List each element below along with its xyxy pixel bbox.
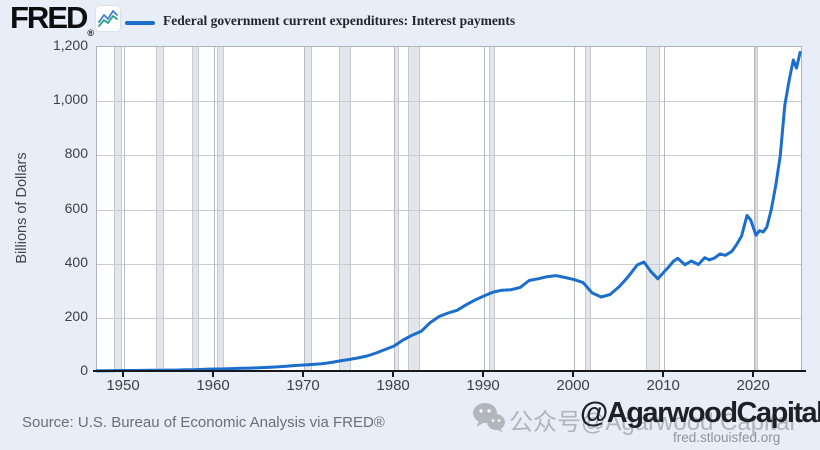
vertical-gridline (574, 47, 576, 372)
legend-series-label: Federal government current expenditures:… (163, 13, 516, 28)
x-tick-mark (212, 372, 214, 377)
data-line-layer (95, 50, 802, 373)
x-tick-mark (482, 372, 485, 377)
data-line (95, 50, 802, 373)
vertical-gridline (484, 47, 486, 372)
watermark-handle: @AgarwoodCapital (580, 397, 820, 429)
x-tick-mark (662, 372, 665, 377)
source-text: Source: U.S. Bureau of Economic Analysis… (22, 414, 385, 431)
watermark-site-url: fred.stlouisfed.org (673, 430, 781, 445)
x-tick-label: 1980 (376, 377, 410, 394)
fred-logo-registered: ® (87, 28, 95, 38)
vertical-gridline (214, 47, 215, 372)
x-tick-mark (122, 372, 124, 377)
horizontal-gridline (97, 155, 801, 157)
y-tick-label: 1,200 (52, 37, 88, 53)
x-tick-label: 2000 (556, 377, 590, 394)
y-tick-label: 400 (64, 253, 88, 270)
horizontal-gridline (97, 209, 801, 211)
horizontal-gridline (97, 101, 801, 103)
x-tick-mark (752, 372, 755, 377)
y-tick-label: 0 (80, 362, 88, 378)
vertical-gridline (394, 47, 396, 372)
horizontal-gridline (97, 317, 801, 319)
x-tick-label: 1960 (196, 377, 230, 394)
x-tick-label: 1970 (286, 377, 320, 394)
vertical-gridline (754, 47, 756, 372)
fred-logo: FRED® (10, 1, 94, 50)
x-tick-label: 1990 (466, 377, 500, 394)
vertical-gridline (664, 47, 666, 372)
x-tick-mark (392, 372, 395, 377)
y-tick-label: 600 (64, 199, 88, 216)
x-tick-mark (302, 372, 305, 377)
x-tick-label: 2010 (646, 377, 680, 394)
x-tick-mark (572, 372, 575, 377)
y-tick-label: 800 (64, 145, 88, 162)
x-tick-label: 1950 (106, 377, 140, 394)
watermark-wechat-text: 公众号@Agarwood Capital (509, 409, 795, 436)
vertical-gridline (304, 47, 306, 372)
vertical-gridline (124, 47, 125, 372)
wechat-icon (472, 402, 505, 438)
y-tick-label: 1,000 (52, 91, 88, 108)
y-axis-title: Billions of Dollars (14, 152, 30, 264)
y-tick-label: 200 (64, 307, 88, 324)
legend-line-swatch (125, 21, 155, 25)
fred-logo-text: FRED (10, 0, 88, 35)
sparkline-icon (96, 6, 120, 31)
plot-area[interactable] (95, 46, 802, 373)
x-axis-line (93, 369, 806, 372)
x-tick-label: 2020 (736, 377, 770, 394)
horizontal-gridline (97, 263, 801, 265)
